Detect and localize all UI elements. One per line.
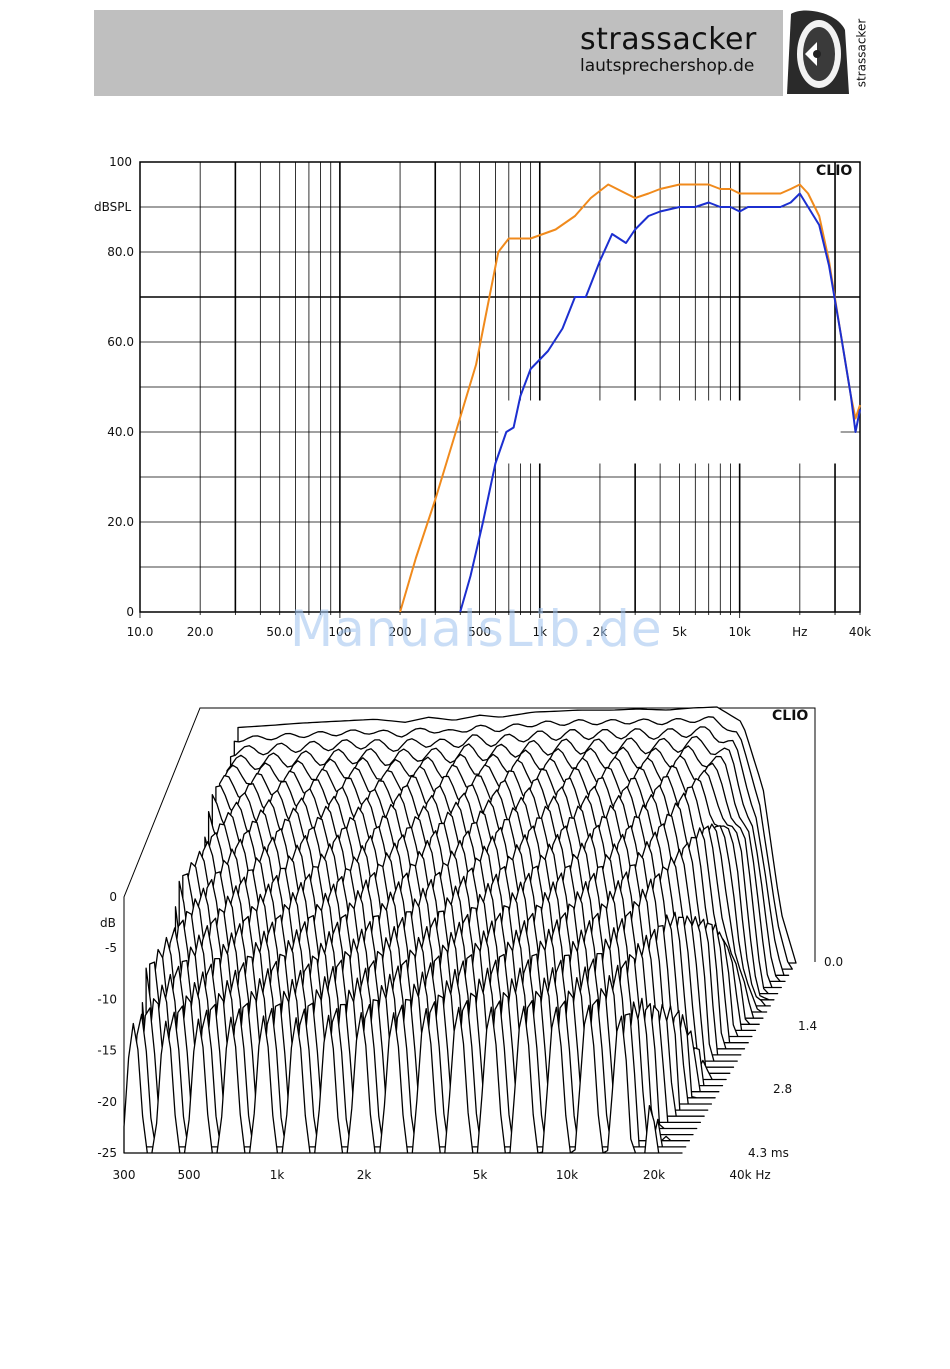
freq-tick-label: 500 bbox=[178, 1168, 201, 1182]
logo-vertical-text: strassacker bbox=[854, 18, 869, 88]
db-tick-label: -20 bbox=[97, 1095, 117, 1109]
db-tick-label: -25 bbox=[97, 1146, 117, 1160]
db-tick-label: -15 bbox=[97, 1044, 117, 1058]
y-tick-label: 100 bbox=[109, 155, 132, 169]
x-tick-label: 200 bbox=[389, 625, 412, 639]
brand-url: lautsprechershop.de bbox=[580, 56, 755, 76]
watermark-text: ManualsLib.de bbox=[290, 600, 663, 658]
time-tick-label: 2.8 bbox=[773, 1082, 792, 1096]
freq-tick-label: 20k bbox=[643, 1168, 665, 1182]
y-tick-label: 0 bbox=[126, 605, 134, 619]
waterfall-frame bbox=[123, 707, 816, 1152]
x-tick-label: 100 bbox=[328, 625, 351, 639]
x-tick-label: 5k bbox=[672, 625, 687, 639]
waterfall-ylabel: dB bbox=[100, 916, 116, 930]
freq-tick-label: 300 bbox=[113, 1168, 136, 1182]
series-line-2 bbox=[459, 192, 861, 613]
x-tick-label: 10k bbox=[729, 625, 751, 639]
freq-tick-label: 2k bbox=[357, 1168, 372, 1182]
brand-block: strassacker lautsprechershop.de bbox=[580, 22, 757, 77]
x-tick-label: 50.0 bbox=[266, 625, 293, 639]
logo-vertical-label: strassacker bbox=[852, 10, 870, 96]
speaker-logo-graphic bbox=[785, 10, 851, 94]
frequency-response-labels: 0 20.0 40.0 60.0 80.0 100 10.0 20.0 50.0 100 200 50… bbox=[107, 155, 871, 639]
db-tick-label: 0 bbox=[109, 890, 117, 904]
freq-tick-label: 5k bbox=[473, 1168, 488, 1182]
y-tick-label: 60.0 bbox=[107, 335, 134, 349]
x-tick-label: 20.0 bbox=[187, 625, 214, 639]
frequency-response-chart: 0 20.0 40.0 60.0 80.0 100 10.0 20.0 50.0 100 200 50… bbox=[94, 155, 871, 639]
frequency-response-ylabel: dBSPL bbox=[94, 200, 131, 214]
x-tick-label: Hz bbox=[792, 625, 807, 639]
header-banner: strassacker lautsprechershop.de strassac… bbox=[94, 10, 870, 96]
freq-tick-label: 1k bbox=[270, 1168, 285, 1182]
freq-tick-label: 10k bbox=[556, 1168, 578, 1182]
waterfall-labels: 0 -5 -10 -15 -20 -25 300 500 1k 2k 5k 10k 20k 40k Hz 0… bbox=[97, 890, 843, 1182]
waterfall-chart: 0 -5 -10 -15 -20 -25 300 500 1k 2k 5k 10k 20k 40k Hz 0… bbox=[97, 706, 843, 1182]
y-tick-label: 40.0 bbox=[107, 425, 134, 439]
frequency-response-series bbox=[399, 183, 861, 613]
waterfall-badge: CLIO bbox=[772, 708, 808, 724]
waterfall-slice-32 bbox=[123, 1004, 683, 1154]
db-tick-label: -10 bbox=[97, 992, 117, 1006]
x-tick-label: 10.0 bbox=[127, 625, 154, 639]
y-tick-label: 80.0 bbox=[107, 245, 134, 259]
time-tick-label: 4.3 ms bbox=[748, 1146, 789, 1160]
x-tick-label: 1k bbox=[532, 625, 547, 639]
frequency-response-blank-area bbox=[498, 400, 841, 464]
time-tick-label: 0.0 bbox=[824, 955, 843, 969]
frequency-response-badge: CLIO bbox=[816, 163, 852, 179]
x-tick-label: 2k bbox=[593, 625, 608, 639]
waterfall-slices bbox=[123, 706, 797, 1154]
speaker-logo-icon bbox=[783, 10, 853, 96]
frequency-response-grid bbox=[139, 161, 861, 618]
series-line-1 bbox=[399, 183, 861, 613]
x-tick-label: 500 bbox=[468, 625, 491, 639]
x-tick-label: 40k bbox=[849, 625, 871, 639]
masked-region bbox=[498, 400, 841, 464]
time-tick-label: 1.4 bbox=[798, 1019, 817, 1033]
brand-name: strassacker bbox=[580, 22, 757, 57]
freq-tick-label: 40k Hz bbox=[729, 1168, 770, 1182]
db-tick-label: -5 bbox=[105, 941, 117, 955]
y-tick-label: 20.0 bbox=[107, 515, 134, 529]
